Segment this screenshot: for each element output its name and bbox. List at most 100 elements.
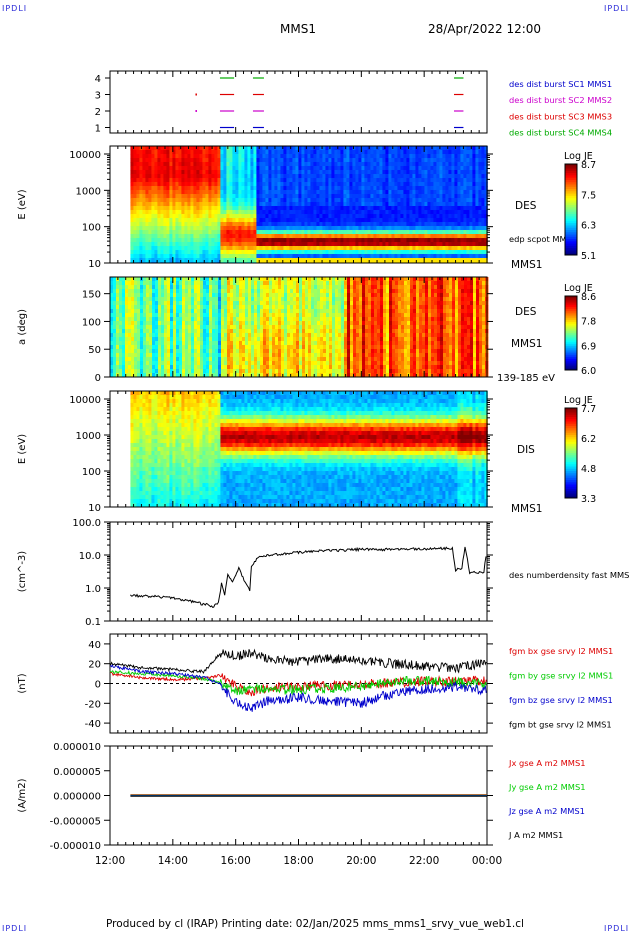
heatmap-cell [218,361,222,366]
heatmap-cell [133,210,137,215]
heatmap-cell [262,258,266,263]
heatmap-cell [361,182,365,187]
heatmap-cell [209,281,213,286]
heatmap-cell [196,158,200,163]
heatmap-cell [160,146,164,151]
heatmap-cell [169,254,173,259]
heatmap-cell [379,230,383,235]
heatmap-cell [379,146,383,151]
heatmap-cell [325,238,329,243]
heatmap-cell [337,158,341,163]
heatmap-cell [376,194,380,199]
heatmap-cell [190,198,194,203]
heatmap-cell [370,162,374,167]
heatmap-cell [400,190,404,195]
heatmap-cell [448,226,452,231]
heatmap-cell [301,166,305,171]
heatmap-cell [241,222,245,227]
heatmap-cell [233,305,237,310]
heatmap-cell [206,285,210,290]
heatmap-cell [229,198,233,203]
heatmap-cell [185,349,189,354]
heatmap-cell [292,218,296,223]
heatmap-cell [175,166,179,171]
heatmap-cell [307,242,311,247]
heatmap-cell [182,297,186,302]
heatmap-cell [247,158,251,163]
heatmap-cell [119,345,123,350]
heatmap-cell [244,190,248,195]
heatmap-cell [241,178,245,183]
heatmap-cell [334,218,338,223]
heatmap-cell [136,222,140,227]
heatmap-cell [128,369,132,374]
heatmap-cell [116,349,120,354]
heatmap-cell [211,206,215,211]
heatmap-cell [188,281,192,286]
heatmap-cell [146,365,150,370]
heatmap-cell [358,242,362,247]
heatmap-cell [152,325,156,330]
heatmap-cell [172,178,176,183]
heatmap-cell [223,242,227,247]
heatmap-cell [190,242,194,247]
heatmap-cell [119,341,123,346]
heatmap-cell [358,182,362,187]
heatmap-cell [190,186,194,191]
heatmap-cell [164,297,168,302]
heatmap-cell [203,349,207,354]
heatmap-cell [175,206,179,211]
heatmap-cell [218,333,222,338]
heatmap-cell [421,258,425,263]
heatmap-cell [244,222,248,227]
heatmap-cell [232,218,236,223]
heatmap-cell [460,190,464,195]
heatmap-cell [292,194,296,199]
heatmap-cell [143,297,147,302]
heatmap-cell [301,242,305,247]
heatmap-cell [193,162,197,167]
heatmap-cell [259,146,263,151]
heatmap-cell [295,254,299,259]
heatmap-cell [436,150,440,155]
heatmap-cell [400,246,404,251]
heatmap-cell [355,246,359,251]
heatmap-cell [206,301,210,306]
heatmap-cell [157,162,161,167]
heatmap-cell [322,202,326,207]
heatmap-cell [232,150,236,155]
heatmap-cell [143,281,147,286]
heatmap-cell [265,206,269,211]
heatmap-cell [209,357,213,362]
heatmap-cell [218,289,222,294]
heatmap-cell [253,150,257,155]
heatmap-cell [188,293,192,298]
heatmap-cell [340,170,344,175]
heatmap-cell [466,238,470,243]
heatmap-cell [194,317,198,322]
heatmap-cell [457,234,461,239]
heatmap-cell [472,154,476,159]
heatmap-cell [385,174,389,179]
heatmap-cell [142,182,146,187]
heatmap-cell [346,186,350,191]
heatmap-cell [226,230,230,235]
heatmap-cell [193,178,197,183]
heatmap-cell [203,313,207,318]
heatmap-cell [161,313,165,318]
heatmap-cell [289,202,293,207]
heatmap-cell [340,154,344,159]
heatmap-cell [181,238,185,243]
heatmap-cell [274,170,278,175]
legend-entry: des dist burst SC2 MMS2 [509,95,612,105]
corner-label-tr: IPDLI [604,4,630,13]
heatmap-cell [262,154,266,159]
heatmap-cell [184,150,188,155]
heatmap-cell [184,166,188,171]
heatmap-cell [134,289,138,294]
heatmap-cell [187,178,191,183]
heatmap-cell [212,357,216,362]
heatmap-cell [412,226,416,231]
heatmap-cell [433,146,437,151]
heatmap-cell [125,285,129,290]
